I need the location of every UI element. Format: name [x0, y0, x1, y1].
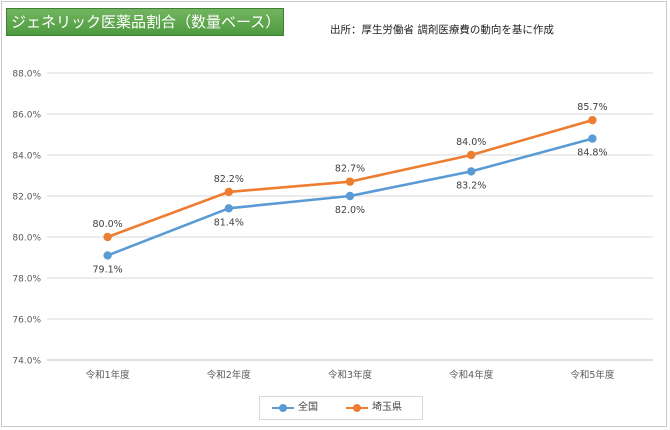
- x-tick-label: 令和3年度: [328, 369, 373, 381]
- y-tick-label: 82.0%: [12, 193, 41, 203]
- legend-swatch-national: [272, 404, 294, 412]
- x-tick-label: 令和4年度: [449, 369, 494, 381]
- data-label: 83.2%: [456, 180, 486, 191]
- data-label: 82.2%: [214, 174, 244, 185]
- data-label: 82.7%: [335, 164, 365, 175]
- data-label: 82.0%: [335, 205, 365, 216]
- source-note: 出所：厚生労働省 調剤医療費の動向を基に作成: [330, 24, 554, 36]
- legend: 全国 埼玉県: [259, 396, 423, 420]
- y-tick-label: 76.0%: [12, 316, 41, 326]
- data-point: [467, 150, 476, 160]
- data-label: 79.1%: [93, 264, 123, 275]
- y-tick-label: 74.0%: [12, 357, 41, 367]
- data-point: [345, 177, 355, 186]
- data-point: [345, 191, 355, 201]
- legend-swatch-saitama: [346, 404, 368, 412]
- y-tick-label: 78.0%: [12, 275, 41, 285]
- y-tick-label: 88.0%: [12, 70, 41, 80]
- x-tick-label: 令和5年度: [570, 369, 615, 381]
- y-tick-label: 86.0%: [12, 111, 41, 121]
- data-point: [588, 115, 597, 125]
- data-point: [467, 167, 476, 176]
- y-tick-label: 84.0%: [12, 152, 41, 162]
- data-point: [103, 232, 112, 242]
- data-point: [588, 134, 597, 143]
- chart-title: ジェネリック医薬品割合（数量ベース）: [6, 8, 284, 36]
- data-label: 84.0%: [456, 137, 486, 148]
- x-tick-label: 令和2年度: [207, 369, 252, 381]
- legend-label-national: 全国: [298, 402, 318, 413]
- data-point: [224, 204, 233, 213]
- data-label: 84.8%: [577, 148, 607, 159]
- data-label: 81.4%: [214, 217, 244, 228]
- data-label: 80.0%: [93, 219, 123, 230]
- data-point: [103, 251, 112, 260]
- x-tick-label: 令和1年度: [86, 369, 131, 381]
- data-point: [224, 187, 233, 197]
- data-label: 85.7%: [577, 102, 607, 113]
- legend-label-saitama: 埼玉県: [372, 402, 402, 413]
- y-tick-label: 80.0%: [12, 234, 41, 244]
